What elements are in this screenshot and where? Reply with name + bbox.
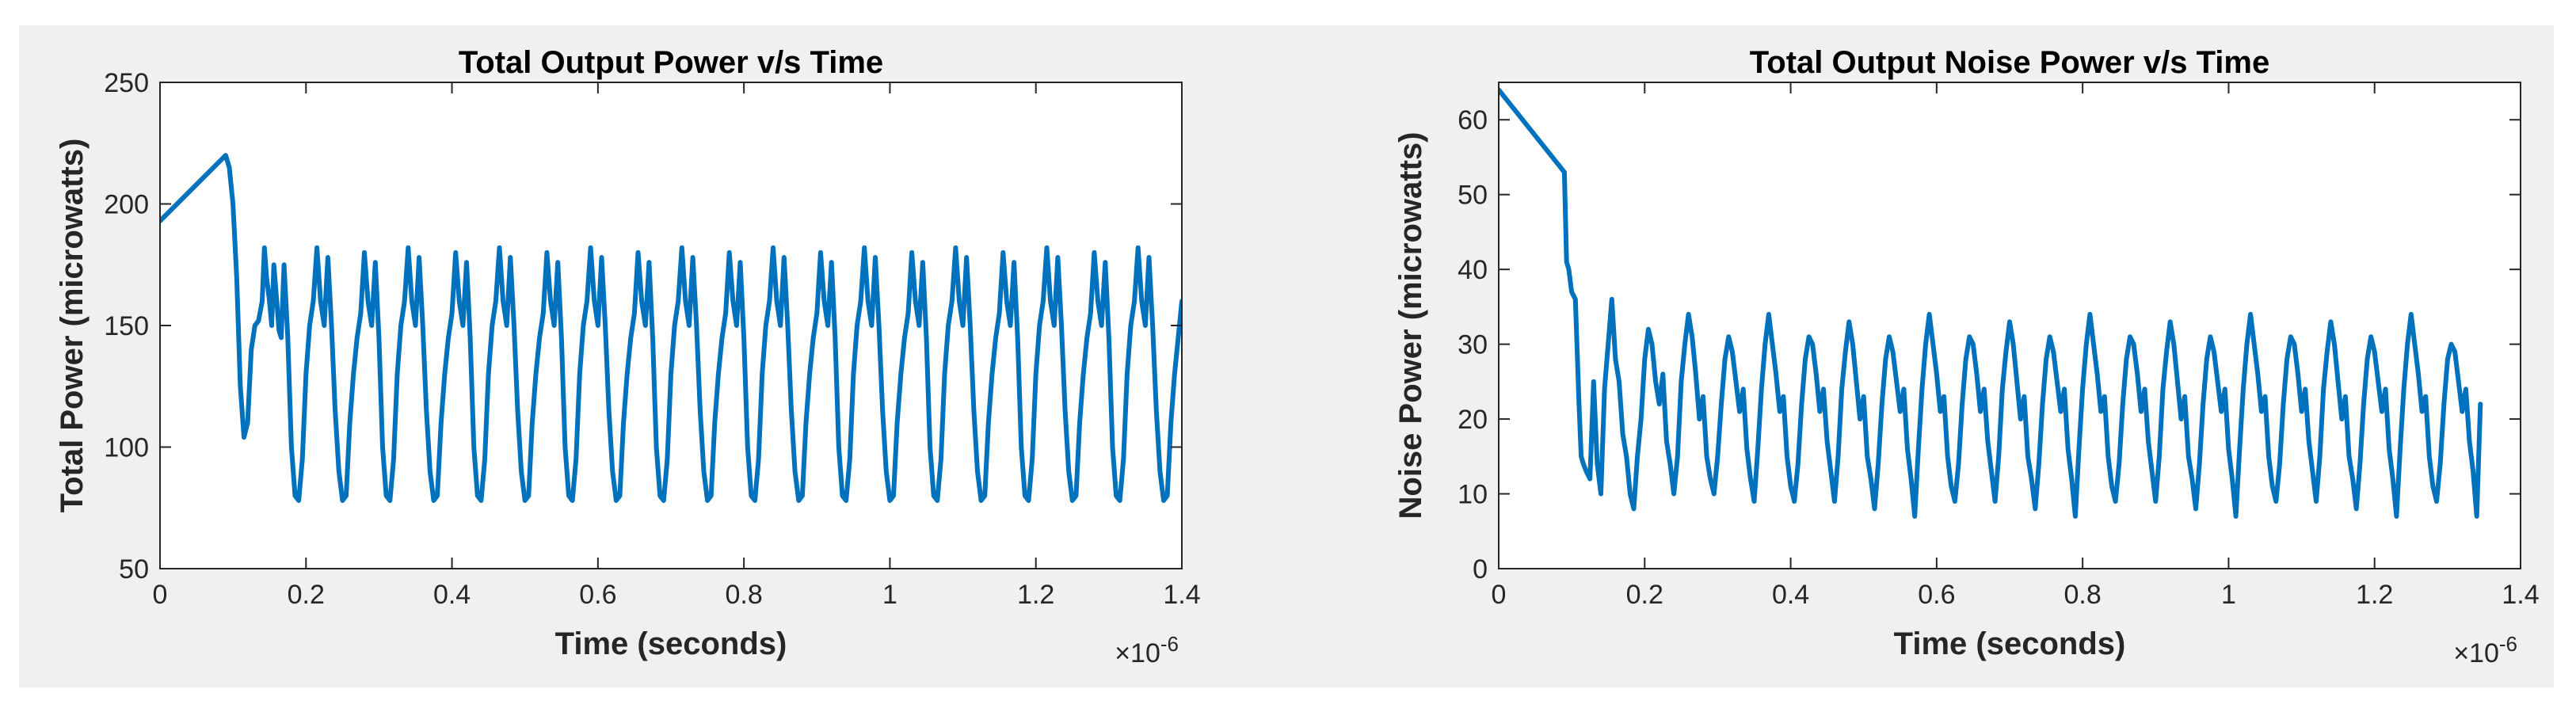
x-tick-label: 1.4 [1163,580,1200,610]
y-tick-label: 250 [104,68,149,98]
y-tick-label: 20 [1458,405,1488,435]
x-tick-label: 0.6 [1918,580,1955,610]
x-exponent-label: ×10-6 [1115,632,1179,668]
axes-box [1498,82,2521,569]
figure-window: 0 0.2 0.4 0.6 0.8 1 1.2 1.4 50 100 150 200 250 Total … [19,25,2554,687]
y-tick-label: 50 [119,554,149,584]
y-tick-label: 30 [1458,330,1488,360]
x-tick-label: 1.2 [2356,580,2393,610]
y-tick-label: 0 [1473,554,1488,584]
series-line-1 [160,153,1182,503]
series-line-1 [1499,87,2483,519]
y-tick-label: 200 [104,190,149,220]
y-tick-label: 150 [104,311,149,341]
x-exponent-label: ×10-6 [2453,632,2517,668]
x-axis-label: Time (seconds) [1894,626,2126,661]
y-axis-label: Noise Power (microwatts) [1393,131,1428,519]
x-tick-label: 0.6 [579,580,616,610]
y-tick-label: 100 [104,433,149,463]
x-tick-label: 1.2 [1017,580,1054,610]
x-tick-label: 0.4 [433,580,471,610]
x-tick-label: 0.8 [726,580,763,610]
x-tick-label: 1 [882,580,897,610]
x-tick-label: 1.4 [2502,580,2539,610]
y-tick-label: 50 [1458,181,1488,211]
x-axis-label: Time (seconds) [555,626,787,661]
x-tick-label: 1 [2221,580,2236,610]
x-tick-label: 0.4 [1772,580,1809,610]
x-tick-label: 0.2 [288,580,325,610]
y-tick-label: 40 [1458,255,1488,285]
x-tick-label: 0.2 [1626,580,1663,610]
y-tick-label: 60 [1458,105,1488,135]
charts-canvas: 0 0.2 0.4 0.6 0.8 1 1.2 1.450100150200250Total … [55,45,2540,668]
chart-title: Total Output Noise Power v/s Time [1750,45,2269,80]
x-tick-label: 0 [153,580,168,610]
y-tick-label: 10 [1458,480,1488,510]
y-axis-label: Total Power (microwatts) [55,139,90,513]
chart-title: Total Output Power v/s Time [459,45,883,80]
chart-2: 0 0.2 0.4 0.6 0.8 1 1.2 1.4 0 10 20 30 40 50 60 Total O… [1393,45,2540,668]
x-tick-label: 0 [1492,580,1507,610]
chart-1: 0 0.2 0.4 0.6 0.8 1 1.2 1.4 50 100 150 200 250 Total … [55,45,1201,668]
x-tick-label: 0.8 [2064,580,2102,610]
